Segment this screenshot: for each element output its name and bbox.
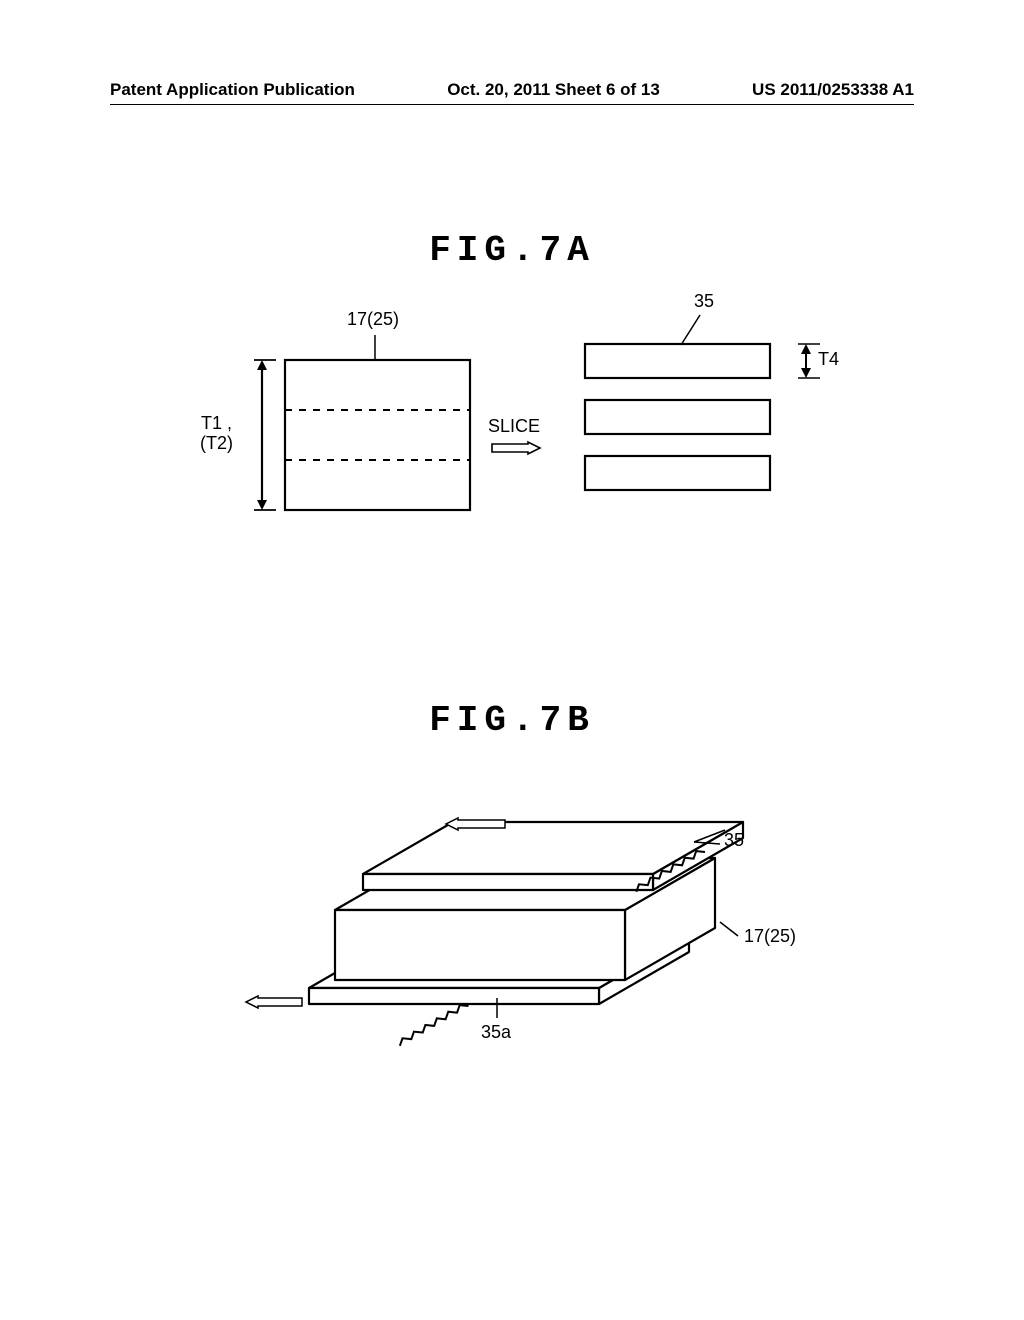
fig-7b-drawing [0,0,1024,1320]
fig7b-label-35a: 35a [481,1022,511,1043]
fig7b-label-35: 35 [724,830,744,851]
fig7b-label-17-25: 17(25) [744,926,796,947]
